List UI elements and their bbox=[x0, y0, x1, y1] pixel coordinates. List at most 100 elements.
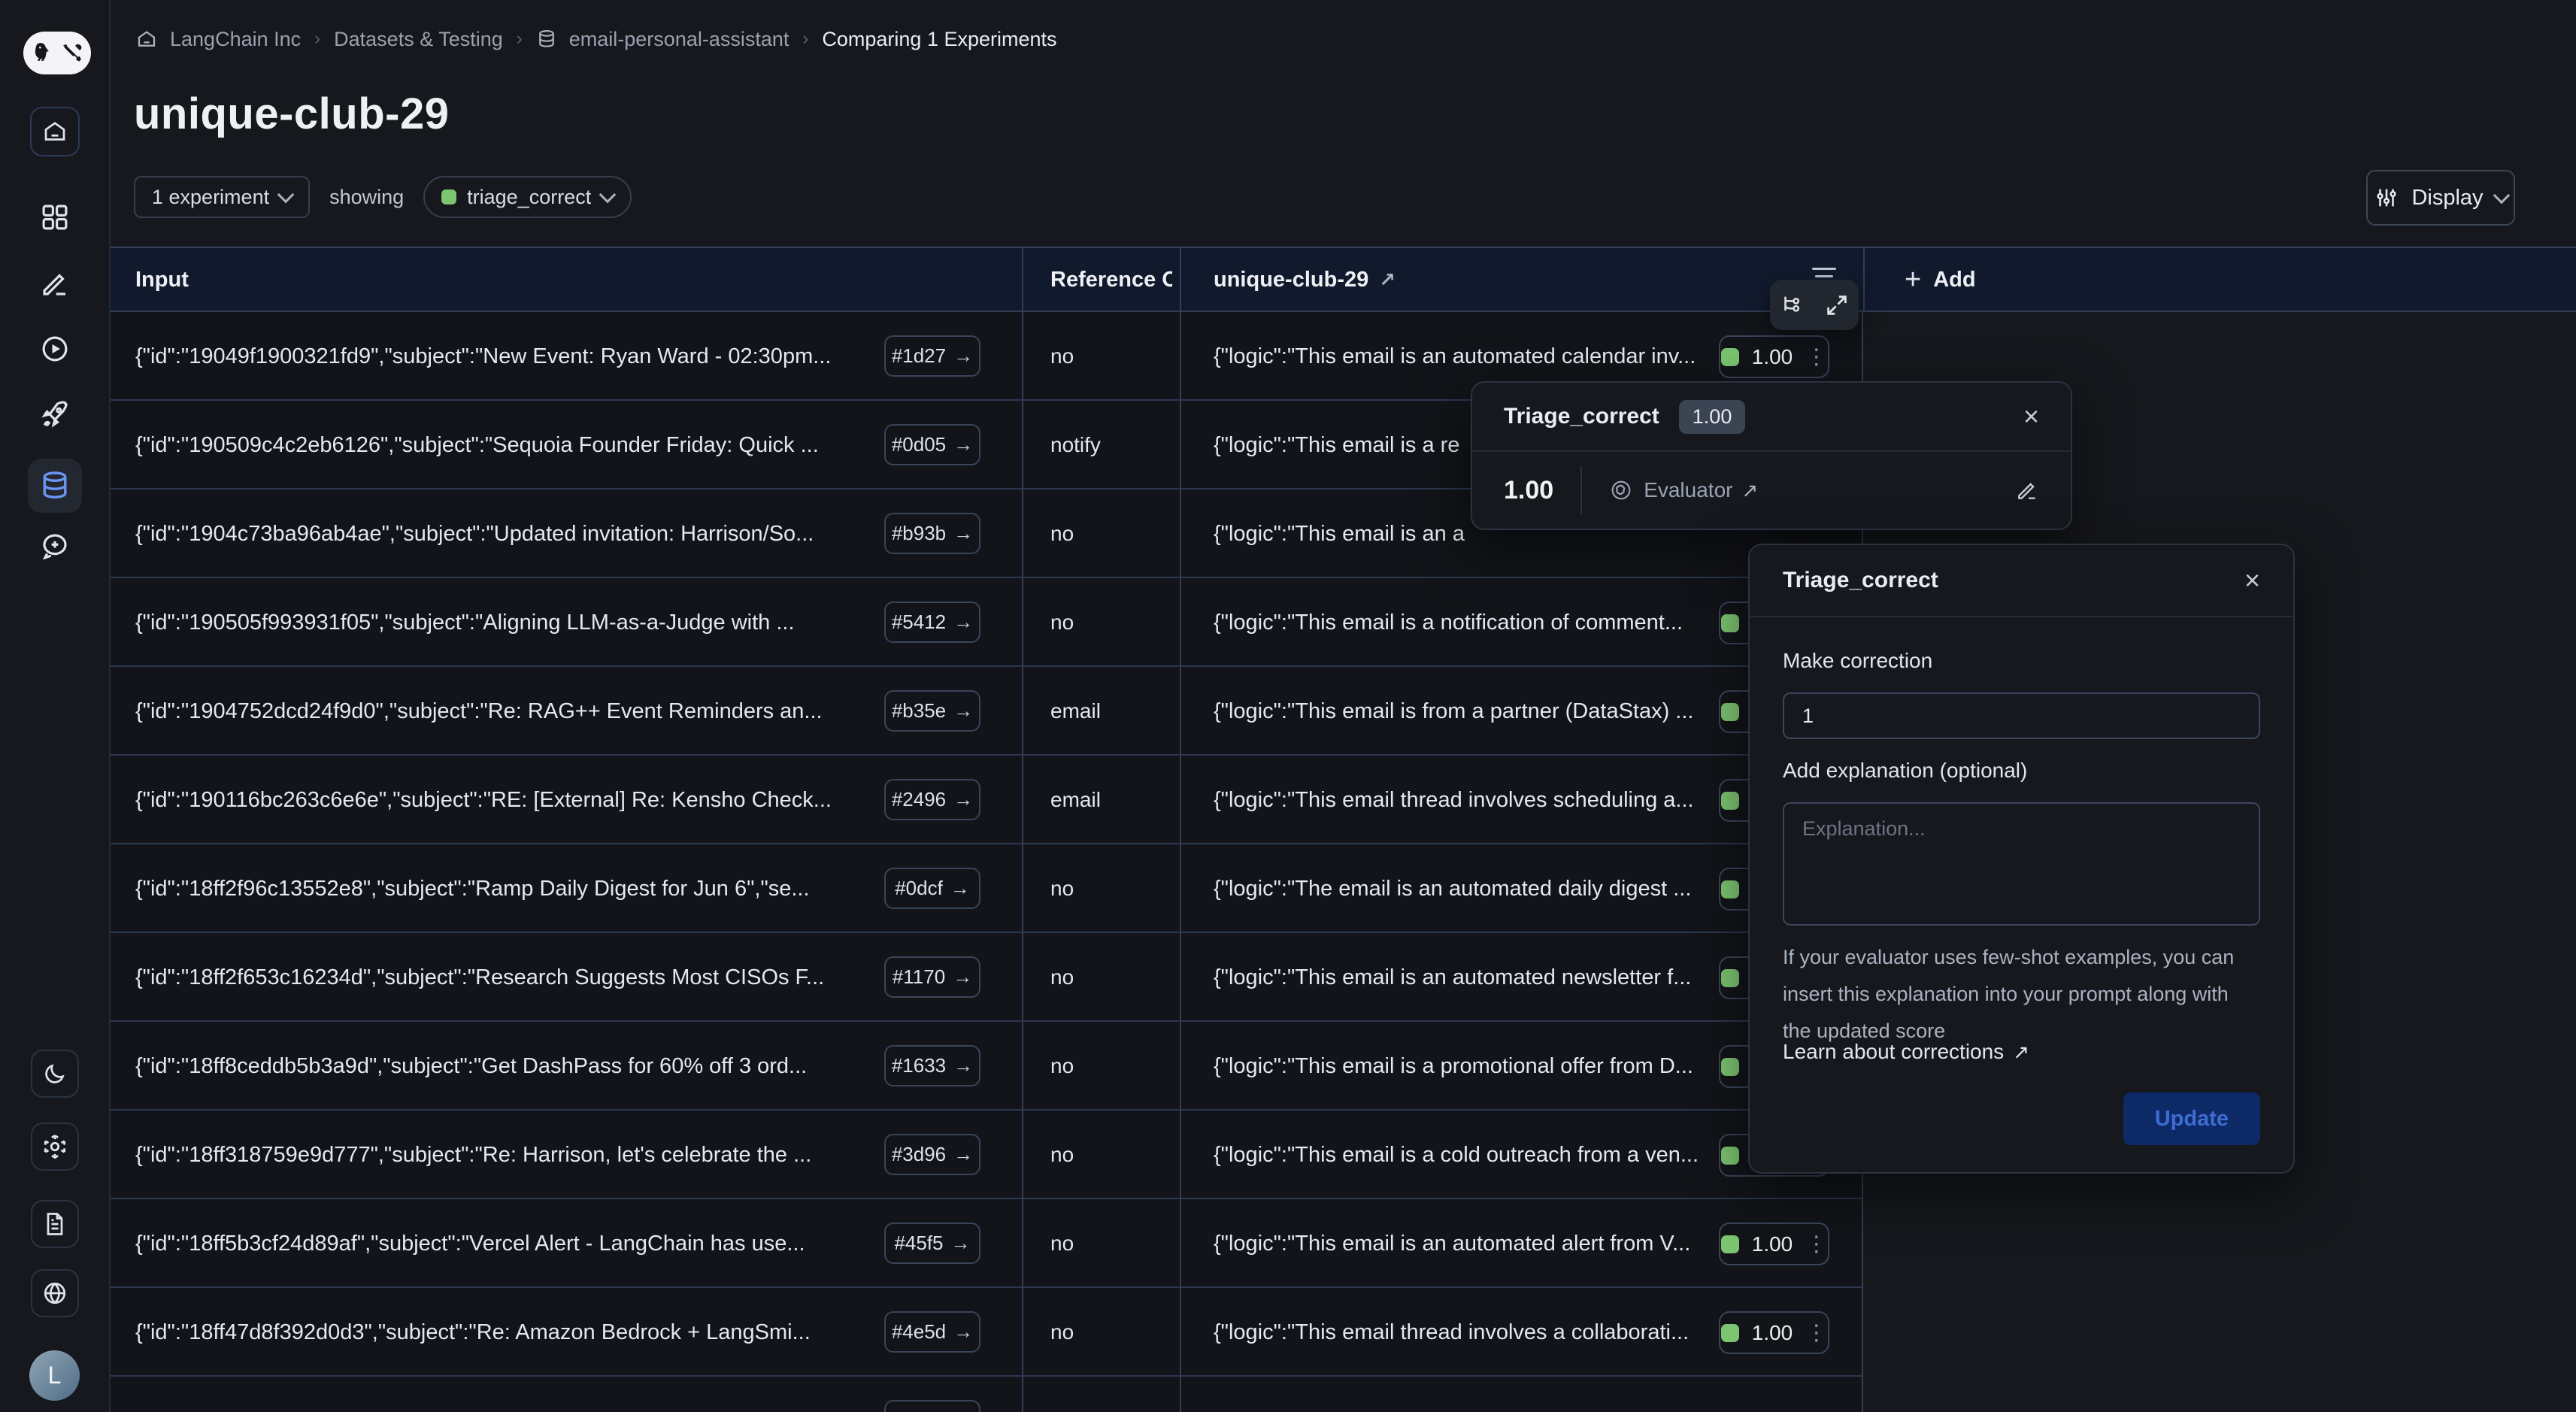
breadcrumb: LangChain Inc › Datasets & Testing › ema… bbox=[135, 23, 1057, 56]
feedback-selector[interactable]: triage_correct bbox=[423, 176, 632, 218]
input-cell-text: {"id":"190116bc263c6e6e","subject":"RE: … bbox=[135, 787, 832, 812]
close-icon[interactable]: × bbox=[2023, 401, 2039, 432]
open-example-button[interactable] bbox=[884, 1400, 980, 1412]
open-example-button[interactable]: #5412 → bbox=[884, 601, 980, 643]
open-example-button[interactable]: #1170 → bbox=[884, 956, 980, 998]
experiment-output-cell: {"logic":"This email thread involves a c… bbox=[1214, 1320, 1690, 1344]
arrow-right-icon: → bbox=[950, 877, 970, 899]
user-avatar[interactable]: L bbox=[29, 1350, 80, 1401]
learn-link-label: Learn about corrections bbox=[1783, 1040, 2005, 1063]
arrow-right-icon: → bbox=[953, 965, 973, 988]
home-icon bbox=[41, 118, 68, 145]
open-example-button[interactable]: #1633 → bbox=[884, 1045, 980, 1086]
score-value: 1.00 bbox=[1504, 475, 1554, 505]
kebab-menu-icon[interactable]: ⋮ bbox=[1805, 1232, 1828, 1256]
example-id-label: #0d05 bbox=[891, 433, 947, 456]
grid-icon bbox=[39, 201, 71, 233]
feedback-dot-icon bbox=[1720, 880, 1739, 898]
langsmith-logo[interactable] bbox=[23, 32, 91, 74]
kebab-menu-icon[interactable]: ⋮ bbox=[1805, 1321, 1828, 1345]
column-header-experiment[interactable]: unique-club-29 ↗ bbox=[1214, 248, 1396, 312]
table-row: {"id":"18ff47d8f392d0d3","subject":"Re: … bbox=[111, 1288, 1862, 1377]
breadcrumb-current: Comparing 1 Experiments bbox=[822, 27, 1057, 50]
open-example-button[interactable]: #b35e → bbox=[884, 690, 980, 732]
sidebar-item-deployments[interactable] bbox=[39, 398, 71, 430]
experiment-output-cell: {"logic":"This email is a cold outreach … bbox=[1214, 1142, 1699, 1167]
branch-view-button[interactable] bbox=[1779, 292, 1805, 318]
open-example-button[interactable]: #2496 → bbox=[884, 779, 980, 820]
settings-button[interactable] bbox=[30, 1123, 79, 1171]
breadcrumb-org[interactable]: LangChain Inc bbox=[170, 27, 302, 50]
input-cell-text: {"id":"19049f1900321fd9","subject":"New … bbox=[135, 344, 832, 368]
explanation-textarea[interactable] bbox=[1783, 802, 2260, 926]
breadcrumb-dataset[interactable]: email-personal-assistant bbox=[568, 27, 789, 50]
experiment-output-cell: {"logic":"This email is a promotional of… bbox=[1214, 1053, 1693, 1078]
column-header-reference[interactable]: Reference Out bbox=[1050, 268, 1172, 292]
input-cell-text: {"id":"18ff2f653c16234d","subject":"Rese… bbox=[135, 965, 825, 989]
example-id-label: #3d96 bbox=[891, 1143, 947, 1165]
correction-input[interactable] bbox=[1783, 692, 2260, 739]
input-cell-text: {"id":"1904752dcd24f9d0","subject":"Re: … bbox=[135, 698, 823, 723]
kebab-menu-icon[interactable]: ⋮ bbox=[1805, 345, 1828, 369]
docs-button[interactable] bbox=[30, 1200, 79, 1248]
sidebar-item-annotation[interactable] bbox=[39, 268, 71, 299]
chevron-right-icon: › bbox=[314, 29, 321, 49]
edit-correction-button[interactable] bbox=[2015, 478, 2039, 502]
display-button[interactable]: Display bbox=[2366, 170, 2515, 226]
learn-about-corrections-link[interactable]: Learn about corrections ↗ bbox=[1783, 1040, 2029, 1064]
theme-toggle-button[interactable] bbox=[30, 1050, 79, 1098]
reference-output-cell bbox=[1050, 1377, 1163, 1412]
sidebar-item-playground[interactable] bbox=[39, 333, 71, 365]
open-example-button[interactable]: #4e5d → bbox=[884, 1311, 980, 1353]
experiment-output-cell: {"logic":"This email is a re bbox=[1214, 432, 1460, 457]
database-icon bbox=[536, 29, 557, 50]
example-id-label: #5412 bbox=[891, 611, 947, 633]
example-id-label: #1633 bbox=[891, 1054, 947, 1077]
showing-label: showing bbox=[329, 185, 405, 208]
open-example-button[interactable]: #3d96 → bbox=[884, 1134, 980, 1175]
input-cell-text: {"id":"190509c4c2eb6126","subject":"Sequ… bbox=[135, 432, 819, 457]
open-example-button[interactable]: #0d05 → bbox=[884, 424, 980, 465]
add-experiment-button[interactable]: + Add bbox=[1905, 248, 1976, 312]
language-button[interactable] bbox=[30, 1269, 79, 1317]
open-example-button[interactable]: #b93b → bbox=[884, 513, 980, 554]
sidebar-item-datasets[interactable] bbox=[27, 459, 82, 513]
feedback-score-chip[interactable]: 1.00 ⋮ bbox=[1719, 1311, 1829, 1354]
score-value: 1.00 bbox=[1751, 1232, 1793, 1256]
sidebar-item-home[interactable] bbox=[29, 107, 80, 156]
play-circle-icon bbox=[39, 333, 71, 365]
score-badge: 1.00 bbox=[1678, 399, 1746, 434]
input-cell-text: {"id":"190505f993931f05","subject":"Alig… bbox=[135, 610, 795, 635]
open-example-button[interactable]: #45f5 → bbox=[884, 1223, 980, 1264]
evaluator-link[interactable]: Evaluator bbox=[1644, 478, 1733, 501]
page-title: unique-club-29 bbox=[134, 89, 450, 138]
open-example-button[interactable]: #0dcf → bbox=[884, 868, 980, 909]
feedback-score-chip[interactable]: 1.00 ⋮ bbox=[1719, 335, 1829, 378]
example-id-label: #1170 bbox=[892, 965, 946, 988]
column-header-input[interactable]: Input bbox=[135, 268, 189, 292]
feedback-score-chip[interactable]: 1.00 ⋮ bbox=[1719, 1223, 1829, 1265]
arrow-right-icon: → bbox=[953, 1143, 974, 1165]
experiment-selector[interactable]: 1 experiment bbox=[134, 176, 311, 218]
reference-output-cell: no bbox=[1050, 611, 1074, 634]
example-id-label: #1d27 bbox=[891, 344, 947, 367]
chevron-right-icon: › bbox=[802, 29, 809, 49]
make-correction-label: Make correction bbox=[1783, 649, 1933, 672]
expand-button[interactable] bbox=[1824, 292, 1850, 318]
example-id-label: #45f5 bbox=[894, 1232, 944, 1254]
sidebar-item-prompts[interactable] bbox=[39, 530, 71, 562]
table-header: Input Reference Out unique-club-29 ↗ + A… bbox=[111, 247, 2576, 312]
reference-output-cell: no bbox=[1050, 1143, 1074, 1166]
feedback-dot-icon bbox=[1720, 347, 1739, 366]
update-button[interactable]: Update bbox=[2123, 1092, 2260, 1145]
sidebar-item-observability[interactable] bbox=[39, 201, 71, 233]
experiment-output-cell: {"logic":"This email is an automated cal… bbox=[1214, 344, 1696, 368]
feedback-dot-icon bbox=[1720, 1323, 1739, 1342]
input-cell-text bbox=[135, 1377, 872, 1412]
table-row: {"id":"18ff8ceddb5b3a9d","subject":"Get … bbox=[111, 1022, 1862, 1111]
close-icon[interactable]: × bbox=[2244, 565, 2260, 595]
external-link-icon: ↗ bbox=[2013, 1040, 2029, 1063]
breadcrumb-section[interactable]: Datasets & Testing bbox=[334, 27, 503, 50]
open-example-button[interactable]: #1d27 → bbox=[884, 335, 980, 377]
feedback-selector-label: triage_correct bbox=[467, 185, 592, 208]
